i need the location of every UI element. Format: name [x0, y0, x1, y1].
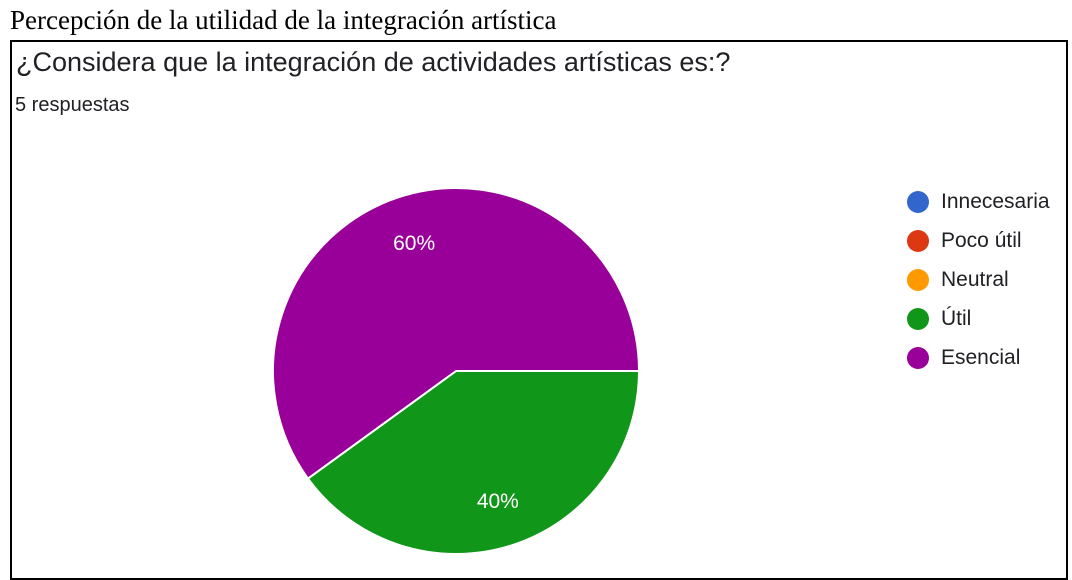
response-count: 5 respuestas — [15, 94, 130, 116]
pie-slice--til[interactable] — [306, 370, 641, 555]
legend-item-neutral[interactable]: Neutral — [907, 260, 1050, 299]
chart-legend: Innecesaria Poco útil Neutral Útil Esenc… — [907, 182, 1050, 377]
legend-swatch — [907, 268, 929, 291]
figure-caption: Percepción de la utilidad de la integrac… — [10, 5, 557, 35]
pie-chart: 40% 60% — [272, 187, 641, 555]
question-title: ¿Considera que la integración de activid… — [16, 47, 731, 77]
legend-item-innecesaria[interactable]: Innecesaria — [907, 182, 1050, 221]
legend-label: Innecesaria — [941, 189, 1050, 213]
pie-label: 40% — [477, 490, 519, 513]
pie-slice-esencial[interactable] — [272, 187, 641, 480]
legend-label: Neutral — [941, 267, 1009, 291]
legend-label: Útil — [941, 306, 972, 330]
legend-label: Poco útil — [941, 228, 1022, 252]
legend-label: Esencial — [941, 345, 1021, 369]
legend-swatch — [907, 229, 929, 252]
legend-swatch — [907, 346, 929, 369]
legend-item-poco-util[interactable]: Poco útil — [907, 221, 1050, 260]
legend-item-esencial[interactable]: Esencial — [907, 338, 1050, 377]
legend-swatch — [907, 190, 929, 213]
legend-item-util[interactable]: Útil — [907, 299, 1050, 338]
pie-label: 60% — [393, 232, 435, 255]
legend-swatch — [907, 307, 929, 330]
